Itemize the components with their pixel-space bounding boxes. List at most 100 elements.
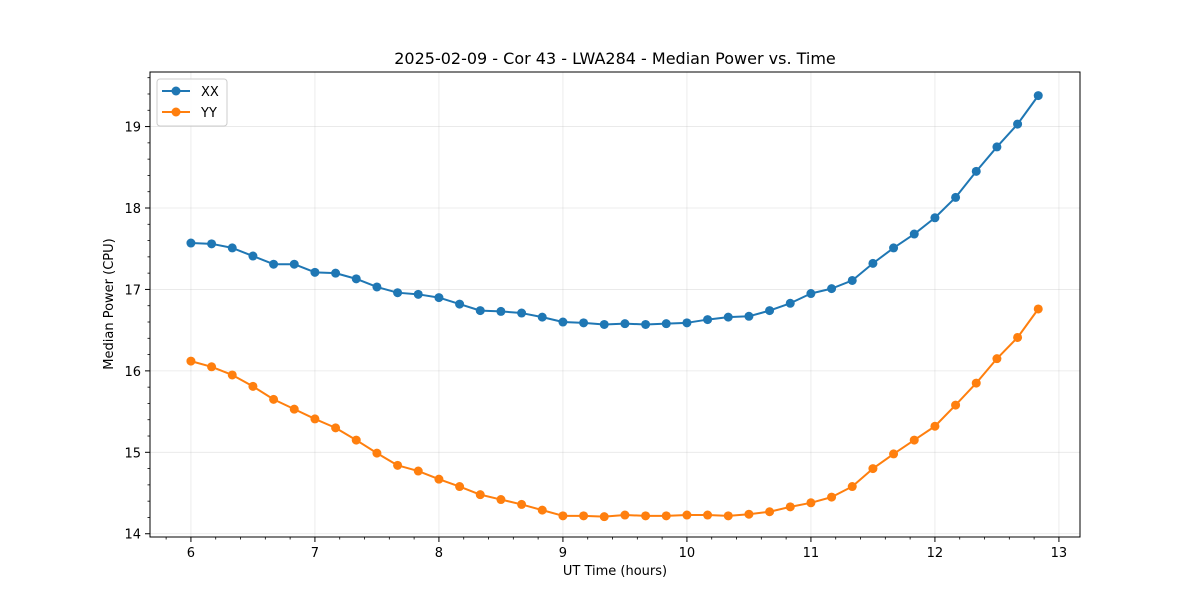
data-point-xx: [537, 312, 547, 322]
data-point-yy: [517, 499, 527, 509]
data-point-xx: [289, 259, 299, 269]
data-point-xx: [579, 318, 589, 328]
data-point-yy: [331, 423, 341, 433]
data-point-xx: [682, 318, 692, 328]
data-point-xx: [992, 142, 1002, 152]
x-tick-label: 7: [311, 546, 319, 561]
data-point-yy: [868, 464, 878, 474]
data-point-yy: [723, 511, 733, 521]
data-point-xx: [496, 306, 506, 316]
data-point-xx: [599, 319, 609, 329]
tick-layer: 6 7 8 9 10 11 12 13 14 15 16 17 18 19: [124, 77, 1068, 561]
data-point-xx: [765, 306, 775, 316]
legend-marker-yy: [171, 107, 181, 117]
data-point-xx: [951, 192, 961, 202]
data-point-xx: [207, 239, 217, 249]
data-point-yy: [641, 511, 651, 521]
data-point-xx: [1033, 91, 1043, 101]
data-point-xx: [641, 319, 651, 329]
data-point-xx: [455, 299, 465, 309]
data-point-xx: [351, 274, 361, 284]
data-point-xx: [703, 315, 713, 325]
data-point-xx: [806, 289, 816, 299]
data-point-xx: [620, 319, 630, 329]
data-point-xx: [248, 251, 258, 261]
data-point-xx: [331, 268, 341, 278]
data-point-xx: [517, 308, 527, 318]
data-point-yy: [889, 449, 899, 459]
plot-frame: [149, 71, 1081, 538]
data-point-xx: [889, 243, 899, 253]
data-point-yy: [951, 400, 961, 410]
data-point-yy: [599, 512, 609, 522]
x-axis-label: UT Time (hours): [563, 564, 667, 579]
data-point-yy: [1033, 304, 1043, 314]
data-point-yy: [765, 507, 775, 517]
data-point-yy: [351, 435, 361, 445]
data-point-yy: [434, 474, 444, 484]
data-point-yy: [558, 511, 568, 521]
data-point-xx: [558, 317, 568, 327]
data-point-yy: [1013, 332, 1023, 342]
data-point-xx: [1013, 119, 1023, 129]
data-point-yy: [186, 356, 196, 366]
y-tick-label: 17: [124, 283, 141, 298]
data-point-yy: [785, 502, 795, 512]
y-axis-label: Median Power (CPU): [102, 238, 117, 369]
y-tick-label: 14: [124, 528, 141, 543]
data-point-yy: [227, 370, 237, 380]
data-point-xx: [827, 284, 837, 294]
data-point-yy: [992, 354, 1002, 364]
legend-label-xx: XX: [201, 85, 219, 100]
y-tick-label: 18: [124, 202, 141, 217]
data-point-yy: [744, 509, 754, 519]
data-point-yy: [847, 482, 857, 492]
data-point-yy: [475, 490, 485, 500]
data-point-yy: [579, 511, 589, 521]
y-tick-label: 19: [124, 121, 141, 136]
legend-label-yy: YY: [200, 106, 217, 121]
x-tick-label: 12: [927, 546, 944, 561]
data-point-yy: [827, 492, 837, 502]
x-tick-label: 8: [435, 546, 443, 561]
data-point-yy: [289, 404, 299, 414]
data-point-xx: [475, 306, 485, 316]
data-point-yy: [496, 495, 506, 505]
x-tick-label: 10: [679, 546, 696, 561]
data-point-yy: [620, 510, 630, 520]
legend: XX YY: [156, 78, 228, 127]
data-point-yy: [930, 421, 940, 431]
data-point-xx: [310, 267, 320, 277]
y-tick-label: 16: [124, 365, 141, 380]
data-point-xx: [372, 282, 382, 292]
x-tick-label: 13: [1051, 546, 1068, 561]
data-point-yy: [207, 362, 217, 372]
data-point-yy: [661, 511, 671, 521]
data-point-yy: [537, 505, 547, 515]
data-point-yy: [269, 394, 279, 404]
data-point-xx: [868, 258, 878, 268]
data-point-xx: [847, 275, 857, 285]
data-point-xx: [723, 312, 733, 322]
chart-title: 2025-02-09 - Cor 43 - LWA284 - Median Po…: [394, 49, 836, 68]
data-point-xx: [661, 319, 671, 329]
grid-layer: [150, 72, 1080, 537]
data-point-yy: [971, 378, 981, 388]
data-point-xx: [393, 288, 403, 298]
series-layer: [186, 91, 1043, 522]
x-tick-label: 6: [187, 546, 195, 561]
data-point-yy: [909, 435, 919, 445]
data-point-yy: [248, 381, 258, 391]
data-point-xx: [269, 259, 279, 269]
data-point-xx: [909, 229, 919, 239]
data-point-yy: [682, 510, 692, 520]
data-point-xx: [930, 213, 940, 223]
data-point-yy: [310, 414, 320, 424]
data-point-xx: [413, 289, 423, 299]
data-point-xx: [186, 238, 196, 248]
data-point-yy: [455, 482, 465, 492]
data-point-yy: [372, 448, 382, 458]
x-tick-label: 11: [803, 546, 820, 561]
